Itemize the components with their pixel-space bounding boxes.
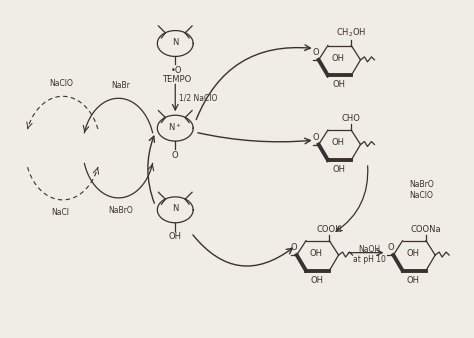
Text: OH: OH xyxy=(310,275,323,285)
Text: N: N xyxy=(172,204,178,213)
Text: OH: OH xyxy=(407,275,420,285)
Text: OH: OH xyxy=(310,249,322,258)
Text: OH: OH xyxy=(332,165,345,174)
Text: OH: OH xyxy=(331,138,345,147)
Text: 1/2 NaClO: 1/2 NaClO xyxy=(179,93,218,102)
Text: OH: OH xyxy=(331,53,345,63)
Text: O: O xyxy=(313,48,319,57)
Text: O: O xyxy=(387,243,394,252)
Text: N$^+$: N$^+$ xyxy=(168,121,182,133)
Text: NaCl: NaCl xyxy=(52,208,70,217)
Text: NaBrO: NaBrO xyxy=(108,206,133,215)
Text: OH: OH xyxy=(406,249,419,258)
Text: CH$_2$OH: CH$_2$OH xyxy=(336,26,366,39)
Text: O: O xyxy=(172,150,179,160)
Text: NaClO: NaClO xyxy=(49,79,73,88)
Text: N: N xyxy=(172,38,178,47)
Text: O: O xyxy=(291,243,297,252)
Text: NaBr: NaBr xyxy=(111,81,130,90)
Text: COOH: COOH xyxy=(317,225,342,234)
Text: •O: •O xyxy=(171,66,182,75)
Text: O: O xyxy=(313,133,319,142)
Text: TEMPO: TEMPO xyxy=(162,75,191,84)
Text: OH: OH xyxy=(332,80,345,89)
Text: COONa: COONa xyxy=(410,225,441,234)
Text: OH: OH xyxy=(169,232,182,241)
Text: NaOH
at pH 10: NaOH at pH 10 xyxy=(353,245,386,264)
Text: NaBrO
NaClO: NaBrO NaClO xyxy=(409,180,434,200)
Text: CHO: CHO xyxy=(342,114,361,123)
